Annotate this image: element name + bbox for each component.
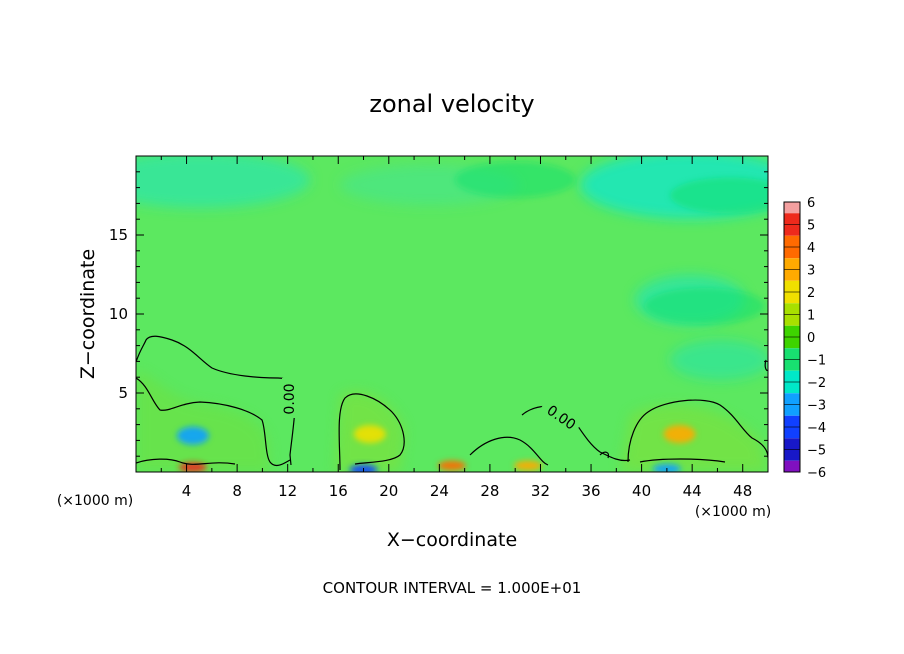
contour-line [136,377,291,467]
plot-area [136,156,768,472]
colorbar-label: 0 [807,331,815,346]
y-axis-label: Z−coordinate [77,249,99,379]
colorbar-cell [784,314,800,326]
x-tick-label: 44 [683,482,702,500]
colorbar-cell [784,438,800,450]
contour-label: 0.00 [282,383,298,414]
x-axis-label: X−coordinate [387,529,517,551]
x-tick-label: 32 [531,482,550,500]
contour-line [469,436,549,466]
colorbar-cell [784,415,800,427]
colorbar-label: −2 [807,376,826,391]
field-feature [353,425,386,444]
colorbar: 6 5 4 3 2 1 0 −1 −2 −3 −4 −5 −6 [783,196,826,481]
colorbar-cell [784,280,800,292]
colorbar-label: 3 [807,264,815,279]
colorbar-cell [784,460,800,472]
contour-line [521,405,631,462]
colorbar-cell [784,269,800,281]
colorbar-label: 2 [807,286,815,301]
field-feature [455,161,576,198]
x-tick-label: 12 [278,482,297,500]
field-feature [663,425,696,444]
x-unit-left: (×1000 m) [57,493,133,509]
colorbar-cell [784,292,800,304]
field-feature [670,177,768,214]
x-unit-right: (×1000 m) [695,504,771,520]
contour-line [136,458,236,465]
colorbar-cell [784,359,800,371]
x-tick-label: 28 [480,482,499,500]
colorbar-cell [784,303,800,315]
field-lower-shading [136,370,270,472]
y-tick-label: 5 [118,384,128,402]
field-feature [176,426,209,445]
colorbar-label: 1 [807,309,815,324]
contour-line [627,399,768,463]
x-tick-label: 24 [430,482,449,500]
x-tick-label: 20 [379,482,398,500]
colorbar-cell [784,258,800,270]
field-feature [513,460,542,471]
contour-line [599,451,610,459]
field-feature [652,463,681,472]
contour-line [338,393,405,471]
x-axis: 4 8 12 16 20 24 28 32 36 40 44 48 [160,156,752,500]
colorbar-cell [784,337,800,349]
colorbar-label: −6 [807,466,826,481]
colorbar-label: −1 [807,354,826,369]
colorbar-label: 6 [807,196,815,211]
field-feature [178,462,207,472]
field-feature [438,460,466,471]
y-tick-label: 15 [109,226,128,244]
colorbar-cell [784,247,800,259]
colorbar-cell [784,427,800,439]
colorbar-cell [784,202,800,214]
chart-title: zonal velocity [369,90,534,118]
colorbar-cell [784,404,800,416]
colorbar-label: −5 [807,444,826,459]
colorbar-cell [784,393,800,405]
colorbar-cell [784,348,800,360]
colorbar-cell [784,370,800,382]
x-tick-label: 4 [182,482,192,500]
colorbar-cell [784,213,800,225]
colorbar-label: 5 [807,219,815,234]
x-tick-label: 48 [733,482,752,500]
field-feature [644,288,765,325]
colorbar-label: −3 [807,399,826,414]
colorbar-cell [784,224,800,236]
colorbar-label: 4 [807,241,815,256]
colorbar-cell [784,382,800,394]
field-features [176,161,768,472]
x-tick-label: 40 [632,482,651,500]
colorbar-cell [784,325,800,337]
contour-line [639,458,726,463]
y-axis: 5 10 15 [109,171,768,457]
colorbar-cell [784,235,800,247]
x-tick-label: 36 [581,482,600,500]
x-tick-label: 8 [232,482,242,500]
colorbar-label: −4 [807,421,826,436]
contour-interval-note: CONTOUR INTERVAL = 1.000E+01 [323,579,582,597]
x-tick-label: 16 [329,482,348,500]
colorbar-cell [784,449,800,461]
y-tick-label: 10 [109,305,128,323]
